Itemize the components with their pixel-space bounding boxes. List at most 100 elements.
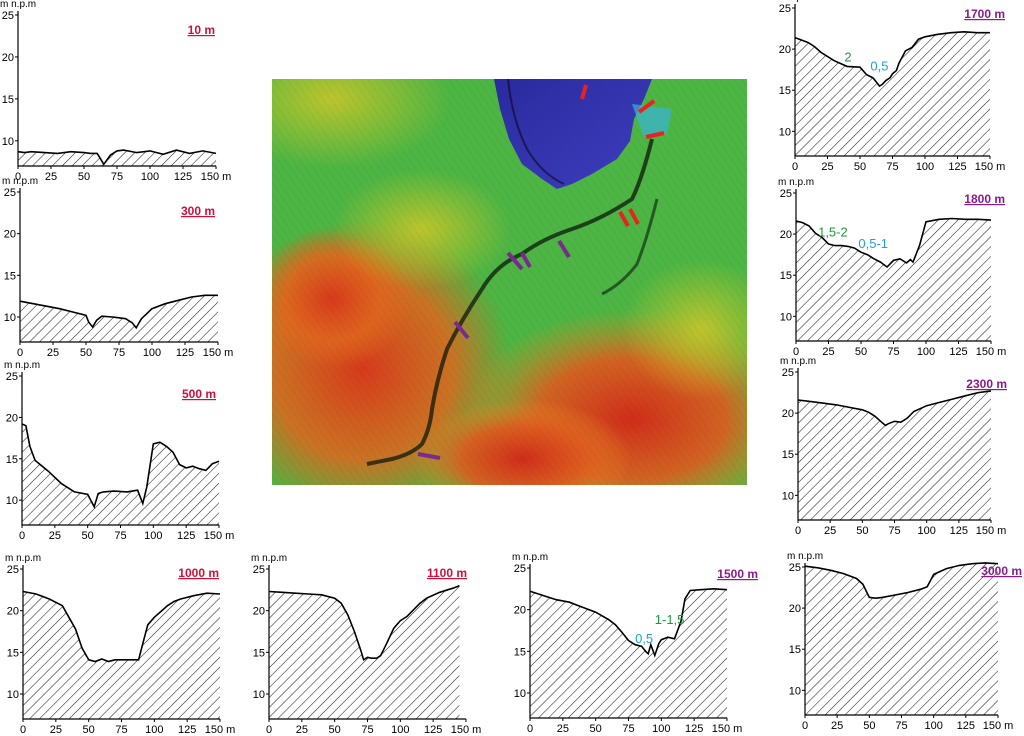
- depth-annotation: 0,5-1: [858, 236, 888, 251]
- x-tick-label: 100: [924, 720, 942, 732]
- section-distance-label: 1500 m: [717, 567, 758, 581]
- x-tick-label: 50: [854, 161, 866, 173]
- x-tick-label: 125: [174, 171, 192, 183]
- y-tick-label: 20: [253, 606, 265, 618]
- profile-chart-svg: m n.p.m 10 15 20 25 0 25 50 75 100 125 150 m 1500 m 0…: [512, 552, 758, 735]
- x-tick-label: 50: [329, 724, 341, 736]
- depth-annotation: 2: [844, 49, 851, 64]
- profile-panel-2300m: m n.p.m 10 15 20 25 0 25 50 75 100 125 150 m 2300 m: [762, 356, 1024, 550]
- y-tick-label: 20: [4, 229, 16, 241]
- terrain-area: [22, 424, 219, 525]
- x-tick-label: 50: [863, 720, 875, 732]
- profile-chart-svg: m n.p.m 10 15 20 25 0 25 50 75 100 125 150 m 1000 m: [5, 553, 236, 736]
- x-tick-label: 150 m: [205, 724, 236, 736]
- depth-annotation: 0,5: [635, 631, 653, 646]
- terrain-profile-line: [795, 217, 992, 269]
- section-distance-label: 10 m: [188, 23, 215, 37]
- x-tick-label: 100: [143, 347, 161, 359]
- y-tick-label: 15: [4, 270, 16, 282]
- x-tick-label: 0: [266, 724, 272, 736]
- y-tick-label: 25: [779, 3, 791, 15]
- section-distance-label: 1100 m: [427, 566, 467, 580]
- x-tick-label: 125: [177, 530, 195, 542]
- x-tick-label: 25: [831, 720, 843, 732]
- profile-chart-svg: m n.p.m 10 15 20 25 0 25 50 75 100 125 150 m 3000 m: [787, 551, 1022, 732]
- y-tick-label: 20: [782, 408, 794, 420]
- x-tick-label: 100: [652, 723, 670, 735]
- terrain-area: [23, 591, 220, 719]
- x-tick-label: 125: [949, 346, 967, 358]
- terrain-profile-line: [529, 587, 728, 658]
- x-tick-label: 125: [948, 161, 966, 173]
- profile-panel-1100m: m n.p.m 10 15 20 25 0 25 50 75 100 125 150 m 1100 m: [248, 550, 498, 736]
- x-tick-label: 100: [145, 724, 163, 736]
- terrain-area: [795, 31, 990, 156]
- terrain-area: [20, 295, 218, 342]
- y-unit-label: m n.p.m: [0, 0, 36, 10]
- y-tick-label: 15: [253, 647, 265, 659]
- x-tick-label: 75: [887, 346, 899, 358]
- terrain-profile-line: [21, 423, 220, 509]
- x-tick-label: 125: [176, 347, 194, 359]
- terrain-profile-line: [268, 584, 460, 662]
- x-tick-label: 50: [855, 346, 867, 358]
- y-tick-label: 10: [779, 126, 791, 138]
- y-tick-label: 15: [7, 647, 19, 659]
- x-tick-label: 50: [78, 171, 90, 183]
- y-tick-label: 25: [514, 563, 526, 575]
- x-tick-label: 150 m: [451, 724, 482, 736]
- x-tick-label: 25: [296, 724, 308, 736]
- y-tick-label: 15: [780, 270, 792, 282]
- y-unit-label: m n.p.m: [777, 0, 813, 3]
- x-tick-label: 150 m: [976, 346, 1007, 358]
- x-tick-label: 100: [917, 525, 935, 537]
- x-tick-label: 0: [20, 724, 26, 736]
- y-unit-label: m n.p.m: [251, 553, 287, 564]
- y-tick-label: 20: [780, 229, 792, 241]
- x-tick-label: 25: [557, 723, 569, 735]
- x-tick-label: 150 m: [204, 530, 235, 542]
- x-tick-label: 100: [916, 161, 934, 173]
- terrain-profile-line: [19, 294, 218, 330]
- y-tick-label: 20: [789, 603, 801, 615]
- y-tick-label: 10: [789, 685, 801, 697]
- y-tick-label: 10: [782, 490, 794, 502]
- terrain-area: [805, 562, 998, 715]
- profile-chart-svg: m n.p.m 10 15 20 25 0 25 50 75 100 125 150 m 1100 m: [251, 553, 482, 736]
- x-tick-label: 25: [49, 530, 61, 542]
- x-tick-label: 75: [886, 161, 898, 173]
- y-tick-label: 25: [789, 562, 801, 574]
- x-tick-label: 100: [391, 724, 409, 736]
- terrain-area: [798, 390, 991, 520]
- y-tick-label: 15: [2, 94, 14, 106]
- y-unit-label: m n.p.m: [780, 356, 816, 367]
- x-tick-label: 75: [895, 720, 907, 732]
- y-tick-label: 25: [253, 564, 265, 576]
- profile-chart-svg: m n.p.m 10 15 20 25 0 25 50 75 100 125 150 m 1700 m 2…: [777, 0, 1005, 173]
- cross-section-marker: [637, 99, 656, 114]
- section-distance-label: 1700 m: [964, 7, 1005, 21]
- profile-chart-svg: m n.p.m 10 15 20 25 0 25 50 75 100 125 150 m 10 m: [0, 0, 232, 183]
- x-tick-label: 0: [795, 525, 801, 537]
- x-tick-label: 25: [50, 724, 62, 736]
- section-distance-label: 500 m: [182, 387, 216, 401]
- y-tick-label: 25: [2, 10, 14, 22]
- x-tick-label: 50: [856, 525, 868, 537]
- x-tick-label: 25: [45, 171, 57, 183]
- y-unit-label: m n.p.m: [5, 553, 41, 564]
- terrain-area: [530, 588, 727, 718]
- x-tick-label: 100: [917, 346, 935, 358]
- y-unit-label: m n.p.m: [778, 177, 814, 188]
- x-tick-label: 75: [622, 723, 634, 735]
- y-tick-label: 10: [4, 312, 16, 324]
- y-tick-label: 25: [4, 187, 16, 199]
- x-tick-label: 100: [141, 171, 159, 183]
- y-tick-label: 20: [2, 52, 14, 64]
- profile-panel-1000m: m n.p.m 10 15 20 25 0 25 50 75 100 125 150 m 1000 m: [0, 550, 250, 736]
- profile-chart-svg: m n.p.m 10 15 20 25 0 25 50 75 100 125 150 m 300 m: [2, 176, 233, 359]
- depth-annotation: 1,5-2: [818, 225, 848, 240]
- terrain-profile-line: [794, 30, 990, 88]
- terrain-area: [269, 585, 460, 719]
- y-tick-label: 10: [780, 311, 792, 323]
- x-tick-label: 150 m: [201, 171, 232, 183]
